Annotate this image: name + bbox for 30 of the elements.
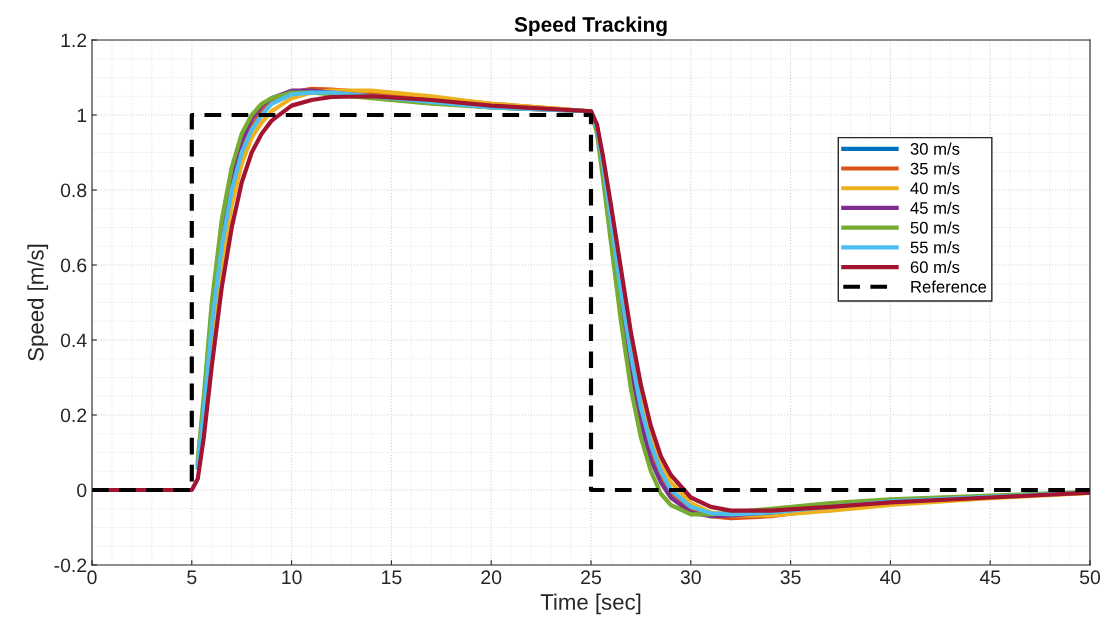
legend-label: 30 m/s — [910, 142, 960, 155]
x-tick-label: 20 — [481, 570, 502, 585]
chart-title: Speed Tracking — [514, 16, 667, 37]
legend-label: 45 m/s — [910, 201, 960, 214]
x-tick-label: 25 — [581, 570, 601, 585]
x-tick-label: 30 — [680, 570, 701, 585]
x-tick-label: 5 — [187, 570, 197, 585]
y-tick-label: -0.2 — [54, 558, 87, 573]
legend-label: 40 m/s — [910, 181, 960, 195]
y-axis-title: Speed [m/s] — [27, 244, 49, 361]
x-tick-label: 50 — [1079, 570, 1101, 585]
y-tick-label: 1.2 — [61, 33, 87, 48]
legend-label: 55 m/s — [910, 241, 960, 254]
x-tick-label: 0 — [87, 570, 97, 585]
x-tick-label: 45 — [979, 570, 1001, 585]
legend-label: 60 m/s — [910, 260, 960, 274]
legend-label: 35 m/s — [910, 162, 960, 175]
y-tick-label: 0.6 — [60, 258, 87, 273]
legend-label: 50 m/s — [910, 221, 960, 234]
x-tick-label: 40 — [880, 570, 901, 585]
x-tick-label: 35 — [780, 570, 801, 585]
legend-label: Reference — [911, 280, 987, 293]
x-tick-label: 15 — [382, 570, 402, 585]
y-tick-label: 0 — [77, 483, 87, 498]
x-axis-title: Time [sec] — [540, 593, 641, 615]
x-tick-label: 10 — [282, 570, 302, 585]
y-tick-label: 0.4 — [60, 333, 87, 348]
y-tick-label: 0.8 — [60, 183, 87, 198]
y-tick-label: 0.2 — [60, 408, 87, 423]
y-tick-label: 1 — [77, 108, 87, 123]
